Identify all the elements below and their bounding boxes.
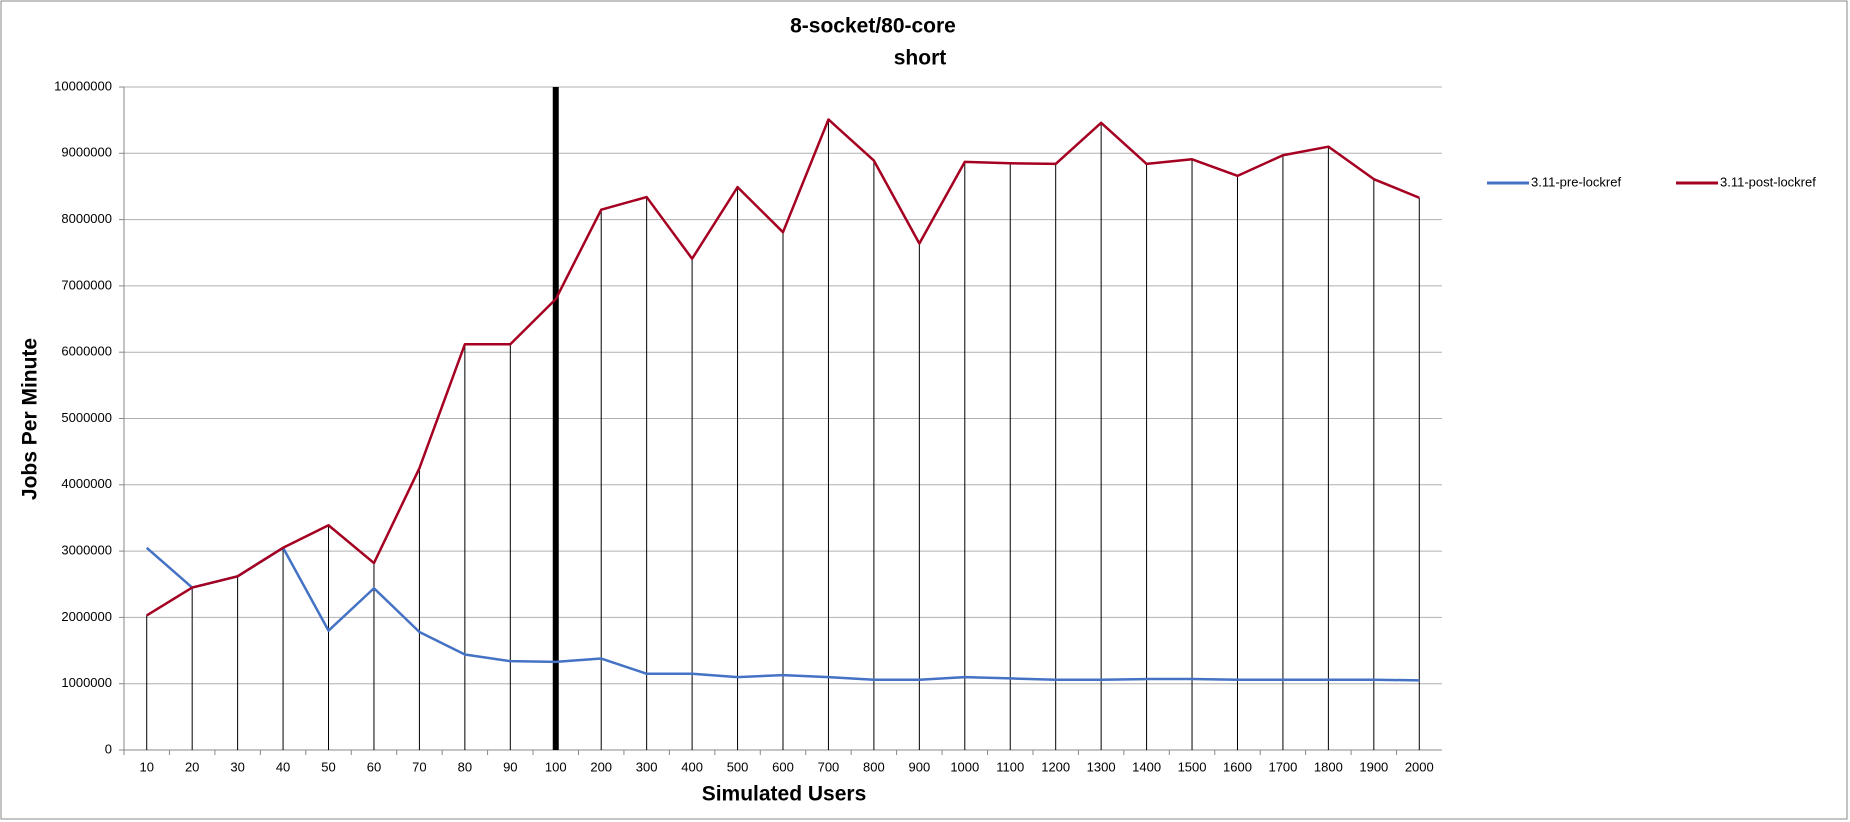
- x-tick-label: 1300: [1087, 759, 1116, 774]
- y-tick-label: 10000000: [54, 78, 112, 93]
- y-axis-title: Jobs Per Minute: [19, 338, 42, 500]
- y-tick-label: 8000000: [61, 211, 112, 226]
- x-tick-label: 90: [503, 759, 517, 774]
- x-tick-label: 600: [772, 759, 794, 774]
- x-tick-label: 10: [139, 759, 153, 774]
- x-tick-label: 30: [230, 759, 244, 774]
- x-tick-label: 100: [545, 759, 567, 774]
- x-tick-label: 900: [908, 759, 930, 774]
- chart-subtitle: short: [894, 47, 947, 70]
- x-tick-label: 40: [276, 759, 290, 774]
- x-tick-label: 500: [727, 759, 749, 774]
- x-tick-label: 60: [367, 759, 381, 774]
- legend-label: 3.11-pre-lockref: [1531, 174, 1621, 189]
- series-line: [146, 118, 1420, 617]
- chart-title: 8-socket/80-core: [790, 15, 956, 38]
- x-tick-label: 1900: [1359, 759, 1388, 774]
- x-tick-label: 1100: [996, 759, 1024, 774]
- legend-label: 3.11-post-lockref: [1720, 174, 1816, 189]
- x-tick-label: 80: [458, 759, 472, 774]
- y-tick-label: 4000000: [61, 476, 112, 491]
- x-tick-label: 1200: [1041, 759, 1070, 774]
- y-tick-label: 7000000: [61, 277, 112, 292]
- y-tick-label: 2000000: [61, 609, 112, 624]
- x-tick-label: 1500: [1178, 759, 1207, 774]
- x-tick-label: 1600: [1223, 759, 1252, 774]
- x-tick-label: 200: [590, 759, 612, 774]
- x-tick-label: 700: [818, 759, 840, 774]
- y-tick-label: 9000000: [61, 145, 112, 160]
- series-line: [145, 546, 1420, 682]
- y-tick-label: 5000000: [61, 410, 112, 425]
- x-tick-label: 70: [412, 759, 426, 774]
- x-tick-label: 1400: [1132, 759, 1161, 774]
- y-tick-label: 6000000: [61, 344, 112, 359]
- x-tick-label: 1000: [950, 759, 979, 774]
- y-tick-label: 0: [105, 741, 112, 756]
- x-tick-label: 20: [185, 759, 199, 774]
- y-tick-label: 3000000: [61, 543, 112, 558]
- x-tick-label: 50: [321, 759, 335, 774]
- x-tick-label: 800: [863, 759, 885, 774]
- x-tick-label: 1700: [1268, 759, 1297, 774]
- y-tick-label: 1000000: [61, 675, 112, 690]
- x-tick-label: 300: [636, 759, 658, 774]
- x-tick-label: 400: [681, 759, 703, 774]
- x-tick-label: 1800: [1314, 759, 1343, 774]
- x-tick-label: 2000: [1405, 759, 1434, 774]
- x-axis-title: Simulated Users: [702, 783, 867, 806]
